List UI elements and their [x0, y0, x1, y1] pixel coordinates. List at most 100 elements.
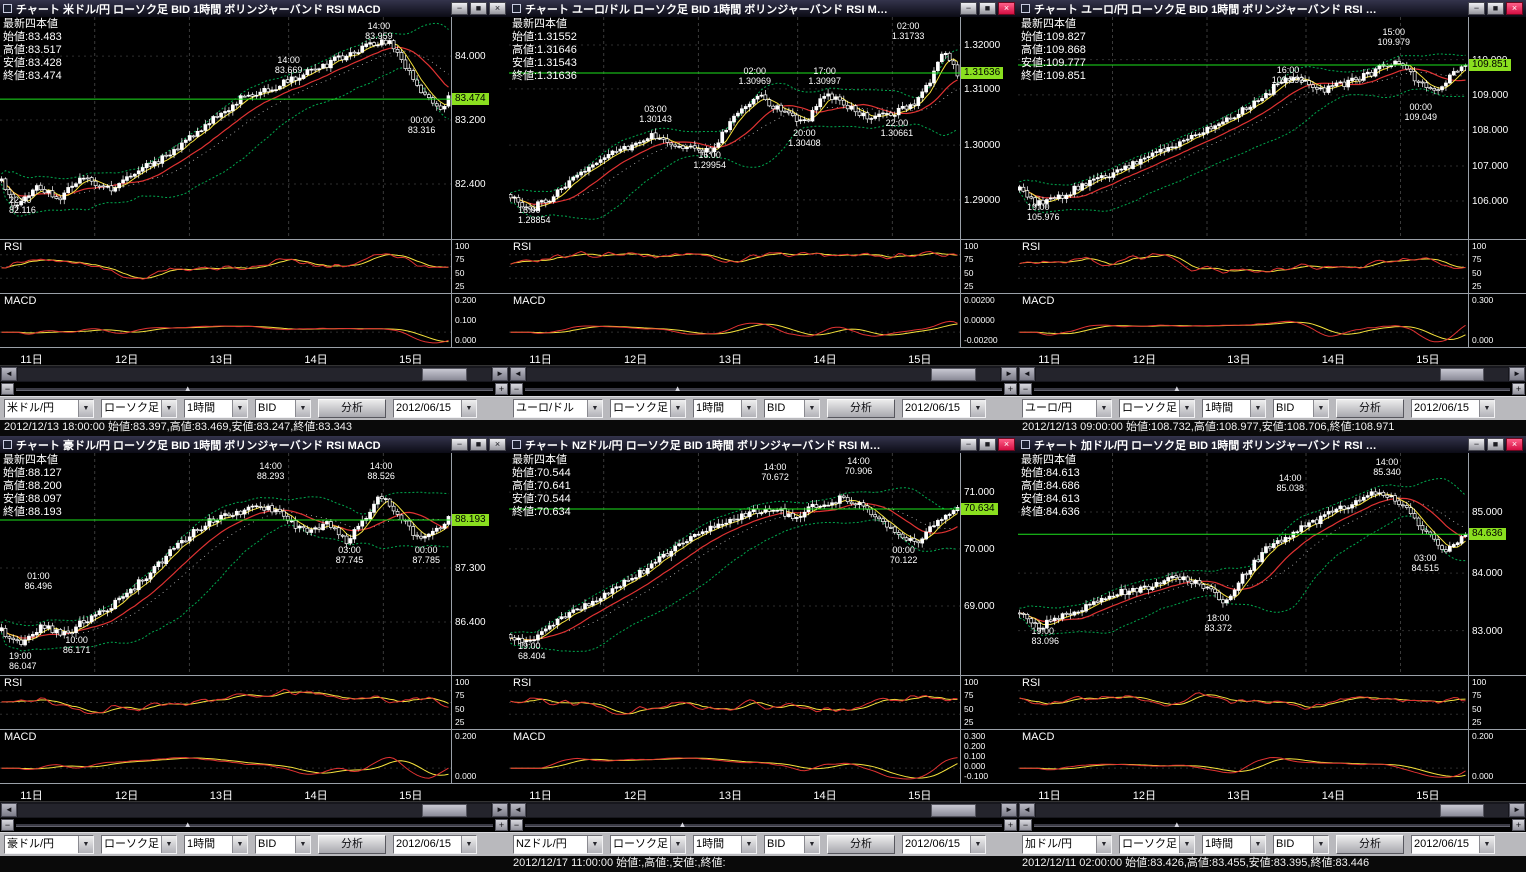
zoom-in-button[interactable]: +	[1512, 819, 1525, 831]
analyze-button[interactable]: 分析	[1336, 399, 1404, 418]
zoom-in-button[interactable]: +	[1004, 819, 1017, 831]
macd-chart[interactable]: MACD	[509, 730, 961, 783]
dropdown-arrow-icon[interactable]: ▼	[587, 836, 602, 853]
zoom-slider-thumb[interactable]: ▲	[183, 820, 192, 829]
scroll-left-button[interactable]: ◄	[510, 803, 526, 817]
dropdown-arrow-icon[interactable]: ▼	[1479, 400, 1494, 417]
candlestick-chart[interactable]: 最新四本値 始値:70.544 高値:70.641 安値:70.544 終値:7…	[509, 453, 961, 675]
window-titlebar[interactable]: チャート 加ドル/円 ローソク足 BID 1時間 ボリンジャーバンド RSI ……	[1018, 436, 1526, 453]
chart-type-select[interactable]: ローソク足 ▼	[101, 399, 177, 418]
scroll-right-button[interactable]: ►	[1001, 803, 1017, 817]
minimize-button[interactable]: −	[960, 2, 977, 15]
dropdown-arrow-icon[interactable]: ▼	[232, 400, 247, 417]
dropdown-arrow-icon[interactable]: ▼	[670, 836, 685, 853]
macd-chart[interactable]: MACD	[1018, 730, 1469, 783]
date-select[interactable]: 2012/06/15 ▼	[1411, 835, 1495, 854]
dropdown-arrow-icon[interactable]: ▼	[78, 836, 93, 853]
scrollbar-track[interactable]	[18, 367, 491, 381]
analyze-button[interactable]: 分析	[318, 835, 386, 854]
candlestick-chart[interactable]: 最新四本値 始値:1.31552 高値:1.31646 安値:1.31543 終…	[509, 17, 961, 239]
zoom-in-button[interactable]: +	[1004, 383, 1017, 395]
maximize-button[interactable]: ■	[979, 2, 996, 15]
scroll-right-button[interactable]: ►	[1509, 367, 1525, 381]
pair-select[interactable]: ユーロ/ドル ▼	[513, 399, 603, 418]
rsi-chart[interactable]: RSI	[0, 240, 452, 293]
dropdown-arrow-icon[interactable]: ▼	[1179, 400, 1194, 417]
chart-type-select[interactable]: ローソク足 ▼	[1119, 399, 1195, 418]
rsi-chart[interactable]: RSI	[0, 676, 452, 729]
dropdown-arrow-icon[interactable]: ▼	[970, 836, 985, 853]
date-select[interactable]: 2012/06/15 ▼	[393, 399, 477, 418]
macd-chart[interactable]: MACD	[509, 294, 961, 347]
zoom-out-button[interactable]: −	[510, 819, 523, 831]
dropdown-arrow-icon[interactable]: ▼	[804, 400, 819, 417]
scroll-right-button[interactable]: ►	[492, 367, 508, 381]
scrollbar-track[interactable]	[1036, 803, 1508, 817]
minimize-button[interactable]: −	[451, 438, 468, 451]
zoom-slider-track[interactable]: ▲	[525, 383, 1002, 395]
rsi-chart[interactable]: RSI	[509, 240, 961, 293]
zoom-out-button[interactable]: −	[1, 819, 14, 831]
pair-select[interactable]: 加ドル/円 ▼	[1022, 835, 1112, 854]
scrollbar-track[interactable]	[1036, 367, 1508, 381]
macd-chart[interactable]: MACD	[0, 730, 452, 783]
dropdown-arrow-icon[interactable]: ▼	[741, 836, 756, 853]
zoom-out-button[interactable]: −	[510, 383, 523, 395]
bid-ask-select[interactable]: BID ▼	[255, 835, 311, 854]
close-button[interactable]: ×	[489, 2, 506, 15]
macd-chart[interactable]: MACD	[0, 294, 452, 347]
dropdown-arrow-icon[interactable]: ▼	[232, 836, 247, 853]
analyze-button[interactable]: 分析	[318, 399, 386, 418]
dropdown-arrow-icon[interactable]: ▼	[804, 836, 819, 853]
scrollbar-thumb[interactable]	[931, 367, 977, 381]
pair-select[interactable]: 豪ドル/円 ▼	[4, 835, 94, 854]
rsi-chart[interactable]: RSI	[509, 676, 961, 729]
chart-type-select[interactable]: ローソク足 ▼	[1119, 835, 1195, 854]
chart-type-select[interactable]: ローソク足 ▼	[610, 399, 686, 418]
horizontal-scrollbar[interactable]: ◄ ►	[509, 365, 1018, 382]
bid-ask-select[interactable]: BID ▼	[764, 835, 820, 854]
dropdown-arrow-icon[interactable]: ▼	[1096, 836, 1111, 853]
zoom-slider-track[interactable]: ▲	[525, 819, 1002, 831]
bid-ask-select[interactable]: BID ▼	[255, 399, 311, 418]
close-button[interactable]: ×	[998, 2, 1015, 15]
window-titlebar[interactable]: チャート ユーロ/ドル ローソク足 BID 1時間 ボリンジャーバンド RSI …	[509, 0, 1018, 17]
horizontal-scrollbar[interactable]: ◄ ►	[509, 801, 1018, 818]
pair-select[interactable]: ユーロ/円 ▼	[1022, 399, 1112, 418]
analyze-button[interactable]: 分析	[827, 399, 895, 418]
scroll-left-button[interactable]: ◄	[1019, 803, 1035, 817]
zoom-slider-thumb[interactable]: ▲	[1172, 820, 1181, 829]
scroll-left-button[interactable]: ◄	[1019, 367, 1035, 381]
minimize-button[interactable]: −	[1468, 2, 1485, 15]
timeframe-select[interactable]: 1時間 ▼	[184, 399, 248, 418]
timeframe-select[interactable]: 1時間 ▼	[1202, 835, 1266, 854]
window-titlebar[interactable]: チャート 豪ドル/円 ローソク足 BID 1時間 ボリンジャーバンド RSI M…	[0, 436, 509, 453]
horizontal-scrollbar[interactable]: ◄ ►	[0, 365, 509, 382]
zoom-slider-row[interactable]: − ▲ +	[0, 818, 509, 832]
close-button[interactable]: ×	[998, 438, 1015, 451]
close-button[interactable]: ×	[489, 438, 506, 451]
rsi-chart[interactable]: RSI	[1018, 240, 1469, 293]
timeframe-select[interactable]: 1時間 ▼	[693, 835, 757, 854]
pair-select[interactable]: NZドル/円 ▼	[513, 835, 603, 854]
zoom-out-button[interactable]: −	[1019, 819, 1032, 831]
scrollbar-track[interactable]	[527, 367, 1000, 381]
dropdown-arrow-icon[interactable]: ▼	[161, 836, 176, 853]
zoom-in-button[interactable]: +	[495, 819, 508, 831]
dropdown-arrow-icon[interactable]: ▼	[970, 400, 985, 417]
scrollbar-thumb[interactable]	[1439, 367, 1485, 381]
zoom-slider-track[interactable]: ▲	[16, 819, 493, 831]
candlestick-chart[interactable]: 最新四本値 始値:83.483 高値:83.517 安値:83.428 終値:8…	[0, 17, 452, 239]
timeframe-select[interactable]: 1時間 ▼	[184, 835, 248, 854]
macd-chart[interactable]: MACD	[1018, 294, 1469, 347]
dropdown-arrow-icon[interactable]: ▼	[670, 400, 685, 417]
dropdown-arrow-icon[interactable]: ▼	[1250, 836, 1265, 853]
date-select[interactable]: 2012/06/15 ▼	[1411, 399, 1495, 418]
date-select[interactable]: 2012/06/15 ▼	[902, 835, 986, 854]
zoom-slider-track[interactable]: ▲	[1034, 819, 1510, 831]
dropdown-arrow-icon[interactable]: ▼	[78, 400, 93, 417]
scroll-left-button[interactable]: ◄	[1, 803, 17, 817]
scroll-right-button[interactable]: ►	[1509, 803, 1525, 817]
zoom-slider-row[interactable]: − ▲ +	[1018, 818, 1526, 832]
rsi-chart[interactable]: RSI	[1018, 676, 1469, 729]
